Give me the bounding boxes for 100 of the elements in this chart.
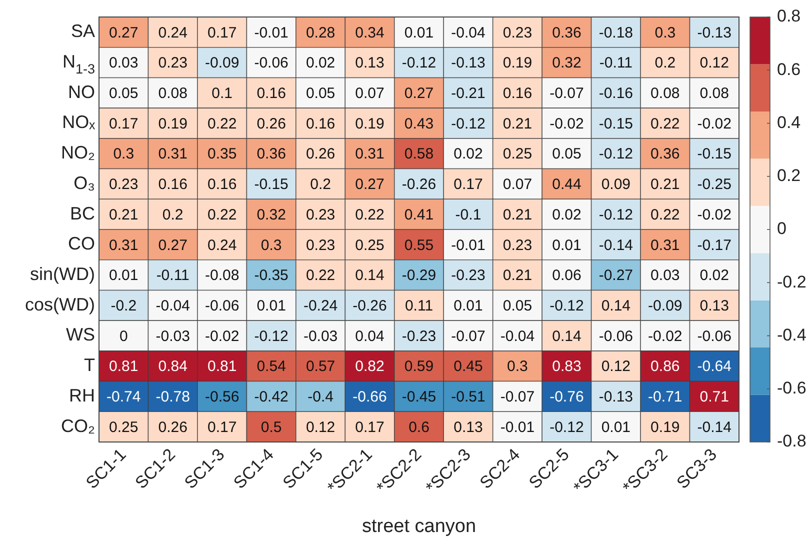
data-label: 0.04: [355, 328, 384, 345]
color-bar-label: -0.6: [777, 378, 806, 398]
data-label: 0.19: [650, 418, 680, 436]
data-label: -0.11: [599, 54, 632, 72]
data-label: 0.31: [158, 146, 188, 163]
data-label: 0.82: [355, 358, 384, 376]
data-label: 0.05: [502, 298, 532, 315]
data-label: 0.31: [355, 146, 384, 163]
color-bar-label: -0.2: [777, 272, 806, 292]
data-label: -0.23: [402, 328, 436, 345]
data-label: 0.27: [158, 236, 188, 254]
data-label: -0.02: [697, 115, 732, 132]
data-label: 0.27: [355, 176, 384, 194]
data-label: -0.09: [648, 298, 682, 315]
data-label: 0.08: [650, 85, 680, 102]
data-label: -0.09: [204, 54, 240, 72]
data-label: 0.02: [700, 267, 729, 284]
data-label: 0.07: [355, 85, 384, 102]
y-tick-label: WS: [66, 324, 96, 345]
data-label: -0.03: [156, 328, 190, 345]
data-label: -0.2: [110, 298, 137, 315]
data-label: -0.51: [451, 388, 486, 406]
data-label: 0.45: [454, 358, 483, 376]
data-label: 0.12: [700, 54, 729, 72]
data-label: -0.42: [254, 388, 288, 406]
data-label: -0.03: [303, 328, 338, 345]
data-label: -0.64: [697, 358, 732, 376]
data-label: 0.17: [207, 418, 237, 436]
data-label: 0.27: [404, 85, 434, 102]
data-label: 0.17: [454, 176, 483, 194]
data-label: 0.12: [601, 358, 631, 376]
data-label: 0.11: [404, 298, 434, 315]
data-label: -0.13: [451, 54, 486, 72]
data-label: -0.01: [500, 418, 535, 436]
data-label: 0.3: [113, 146, 134, 163]
data-label: -0.06: [254, 54, 288, 72]
data-label: 0.13: [454, 418, 483, 436]
data-label: -0.12: [451, 115, 486, 132]
data-label: -0.08: [204, 267, 240, 284]
data-label: -0.4: [308, 388, 334, 406]
data-label: 0.54: [256, 358, 286, 376]
data-label: 0.19: [158, 115, 188, 132]
data-label: 0.22: [355, 206, 384, 224]
data-label: -0.26: [402, 176, 436, 194]
data-label: -0.14: [697, 418, 732, 436]
data-label: 0.21: [109, 206, 138, 224]
data-label: 0.21: [650, 176, 680, 194]
color-bar-label: -0.8: [777, 432, 806, 451]
color-bar-label: 0.4: [777, 112, 801, 132]
data-label: 0.16: [158, 176, 188, 194]
data-label: 0.05: [552, 146, 582, 163]
data-label: -0.02: [204, 328, 240, 345]
data-label: 0.02: [552, 206, 582, 224]
data-label: 0.6: [408, 418, 430, 436]
data-label: 0.16: [306, 115, 336, 132]
data-label: -0.74: [106, 388, 141, 406]
data-label: -0.12: [598, 146, 634, 163]
data-label: -0.12: [254, 328, 288, 345]
data-label: 0.14: [552, 328, 582, 345]
data-label: 0.5: [260, 418, 282, 436]
data-label: 0.01: [601, 418, 631, 436]
data-label: 0.01: [454, 298, 483, 315]
data-label: -0.06: [204, 298, 240, 315]
data-label: 0.26: [306, 146, 336, 163]
data-label: -0.35: [254, 267, 288, 284]
data-label: 0.31: [109, 236, 138, 254]
data-label: 0.14: [355, 267, 384, 284]
data-label: -0.04: [451, 24, 486, 42]
data-label: 0.07: [502, 176, 532, 194]
data-label: 0.55: [404, 236, 434, 254]
data-label: 0.26: [256, 115, 286, 132]
data-label: 0.05: [306, 85, 336, 102]
data-label: 0.01: [552, 236, 582, 254]
data-label: 0.08: [700, 85, 729, 102]
data-label: 0.21: [502, 267, 532, 284]
data-label: 0.16: [502, 85, 532, 102]
data-label: -0.04: [156, 298, 190, 315]
data-label: -0.15: [254, 176, 288, 194]
y-tick-label: CO₂: [61, 416, 96, 436]
data-label: -0.13: [697, 24, 732, 42]
data-label: -0.12: [598, 206, 634, 224]
data-label: 0.22: [650, 115, 680, 132]
y-tick-label: cos(WD): [25, 294, 96, 314]
data-label: 0.17: [355, 418, 384, 436]
data-label: 0.23: [306, 206, 336, 224]
data-label: -0.17: [697, 236, 732, 254]
data-label: -0.06: [697, 328, 732, 345]
data-label: 0.3: [654, 24, 676, 42]
data-label: 0.34: [355, 24, 384, 42]
data-label: 0.43: [404, 115, 434, 132]
data-label: 0.01: [256, 298, 286, 315]
data-label: -0.11: [156, 267, 190, 284]
data-label: 0.59: [404, 358, 434, 376]
y-tick-label: NO₂: [61, 142, 96, 163]
data-label: -0.01: [451, 236, 486, 254]
data-label: 0.08: [158, 85, 188, 102]
data-label: 0.21: [502, 115, 532, 132]
data-label: -0.26: [352, 298, 387, 315]
data-label: 0.71: [700, 388, 729, 406]
data-label: -0.02: [648, 328, 682, 345]
